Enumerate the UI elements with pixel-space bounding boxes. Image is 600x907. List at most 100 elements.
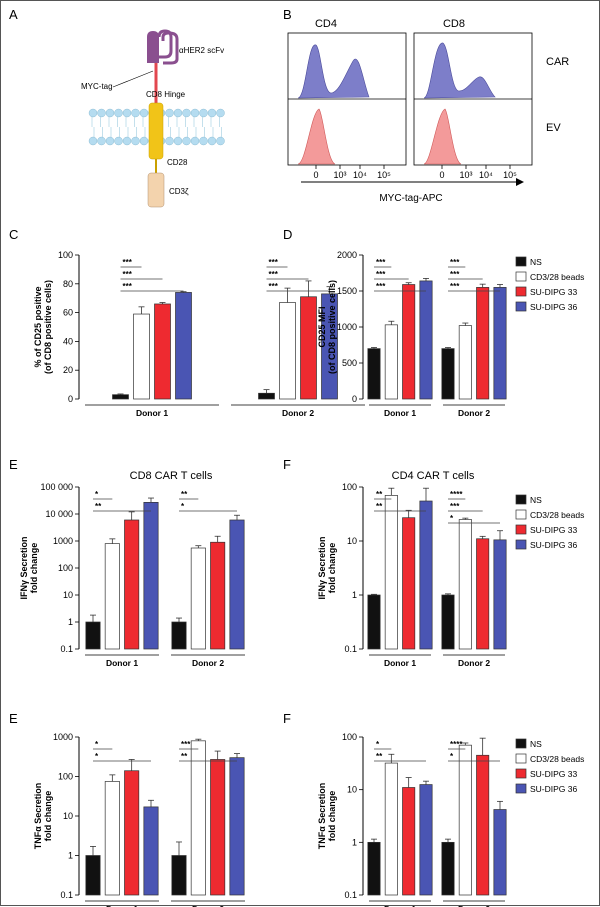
y-tick-label: 1: [68, 617, 73, 627]
significance-stars: ***: [450, 258, 460, 267]
panel-letter: C: [9, 227, 18, 242]
category-label: Donor 2: [458, 658, 490, 668]
significance-stars: ***: [450, 282, 460, 291]
lipid-head: [88, 108, 98, 118]
bar: [190, 547, 206, 650]
significance-stars: ***: [123, 270, 133, 279]
legend-label: CD3/28 beads: [530, 272, 584, 282]
lipid-head: [173, 136, 183, 146]
hist-cd8-ev: [423, 108, 462, 165]
flow-arrowhead: [516, 178, 524, 186]
category-label: Donor 1: [384, 408, 416, 418]
bar: [441, 841, 455, 896]
lipid-head: [182, 108, 191, 118]
legend-swatch: [515, 768, 527, 779]
y-tick-label: 1000: [53, 732, 73, 742]
bar: [367, 348, 381, 400]
lipid-head: [122, 108, 132, 118]
cd3z-label: CD3ζ: [169, 187, 189, 196]
lipid-head: [122, 136, 132, 146]
bar: [85, 855, 101, 896]
legend-label: CD3/28 beads: [530, 510, 584, 520]
bar: [476, 754, 490, 896]
bar: [229, 519, 245, 650]
significance-stars: ****: [450, 490, 463, 499]
bar: [419, 784, 433, 896]
legend-swatch: [515, 783, 527, 794]
hist-cd4-car: [297, 44, 370, 99]
bar: [384, 324, 398, 400]
y-tick-label: 10: [63, 811, 73, 821]
legend-label: SU-DIPG 36: [530, 784, 578, 794]
y-tick-label: 60: [63, 308, 73, 318]
bar: [210, 759, 226, 896]
bar: [104, 543, 120, 650]
lipid-head: [105, 108, 115, 118]
significance-stars: *: [181, 502, 185, 511]
y-tick-label: 0.1: [60, 890, 73, 900]
y-axis-label: % of CD25 positive: [33, 286, 43, 367]
significance-stars: ***: [376, 282, 386, 291]
bar: [419, 500, 433, 650]
lipid-head: [173, 108, 183, 118]
bar: [402, 284, 416, 400]
y-tick-label: 10: [347, 785, 357, 795]
y-axis-label: TNFα Secretion: [317, 783, 327, 850]
significance-stars: *: [95, 752, 99, 761]
significance-stars: *: [95, 490, 99, 499]
flow-tick-label: 0: [439, 170, 444, 180]
significance-stars: ***: [450, 502, 460, 511]
significance-stars: *: [450, 514, 454, 523]
flow-col-cd4: CD4: [315, 18, 337, 30]
y-tick-label: 1000: [337, 322, 357, 332]
significance-stars: ***: [376, 270, 386, 279]
lipid-head: [199, 136, 208, 146]
y-axis-label: CD25 MFI: [317, 306, 327, 347]
y-tick-label: 2000: [337, 250, 357, 260]
legend-label: CD3/28 beads: [530, 754, 584, 764]
y-tick-label: 20: [63, 365, 73, 375]
flow-row-ev: EV: [546, 122, 561, 134]
chart-panel-f: F CD4 CAR T cells 0.1 1 10 100 IFNγ Secretion f…: [283, 457, 584, 668]
panel-letter: D: [283, 227, 292, 242]
lipid-head: [199, 108, 208, 118]
significance-stars: **: [376, 490, 383, 499]
panel-letter: F: [283, 457, 291, 472]
lipid-head: [216, 136, 225, 146]
significance-stars: ***: [269, 270, 279, 279]
significance-stars: *: [376, 740, 380, 749]
flow-tick-label: 10³: [333, 170, 346, 180]
flow-tick-label: 10³: [459, 170, 472, 180]
panel-letter: E: [9, 711, 18, 726]
y-tick-label: 40: [63, 336, 73, 346]
legend-label: SU-DIPG 36: [530, 540, 578, 550]
bar: [384, 495, 398, 650]
flow-ticks: 0 10³ 10⁴ 10⁵ 0 10³ 10⁴ 10⁵: [313, 165, 517, 180]
bar: [124, 770, 140, 896]
lipid-head: [182, 136, 191, 146]
legend-label: SU-DIPG 33: [530, 287, 578, 297]
chart-title: CD8 CAR T cells: [130, 470, 213, 482]
car-diagram: αHER2 scFv MYC-tag CD8 Hinge CD28 CD3ζ: [81, 29, 225, 208]
flow-tick-label: 10⁴: [353, 170, 367, 180]
y-tick-label: 100: [342, 482, 357, 492]
panel-letter-a: A: [9, 7, 18, 22]
lipid-head: [139, 108, 149, 118]
bar: [143, 806, 159, 896]
chart-panel-d: D 0 500 1000 1500 2000 CD25 MFI (of CD8 positiv…: [283, 227, 584, 418]
significance-stars: ***: [181, 740, 191, 749]
cd3z-domain: [147, 172, 165, 208]
significance-stars: ***: [269, 282, 279, 291]
category-label: Donor 1: [106, 658, 138, 668]
bar: [402, 787, 416, 896]
cd28-domain: [148, 102, 164, 160]
lipid-head: [190, 136, 200, 146]
bar: [171, 855, 187, 896]
y-axis-label: IFNγ Secretion: [19, 536, 29, 599]
y-tick-label: 100: [58, 563, 73, 573]
lipid-head: [190, 108, 200, 118]
panel-letter-b: B: [283, 7, 292, 22]
scfv-linker: [161, 31, 179, 65]
